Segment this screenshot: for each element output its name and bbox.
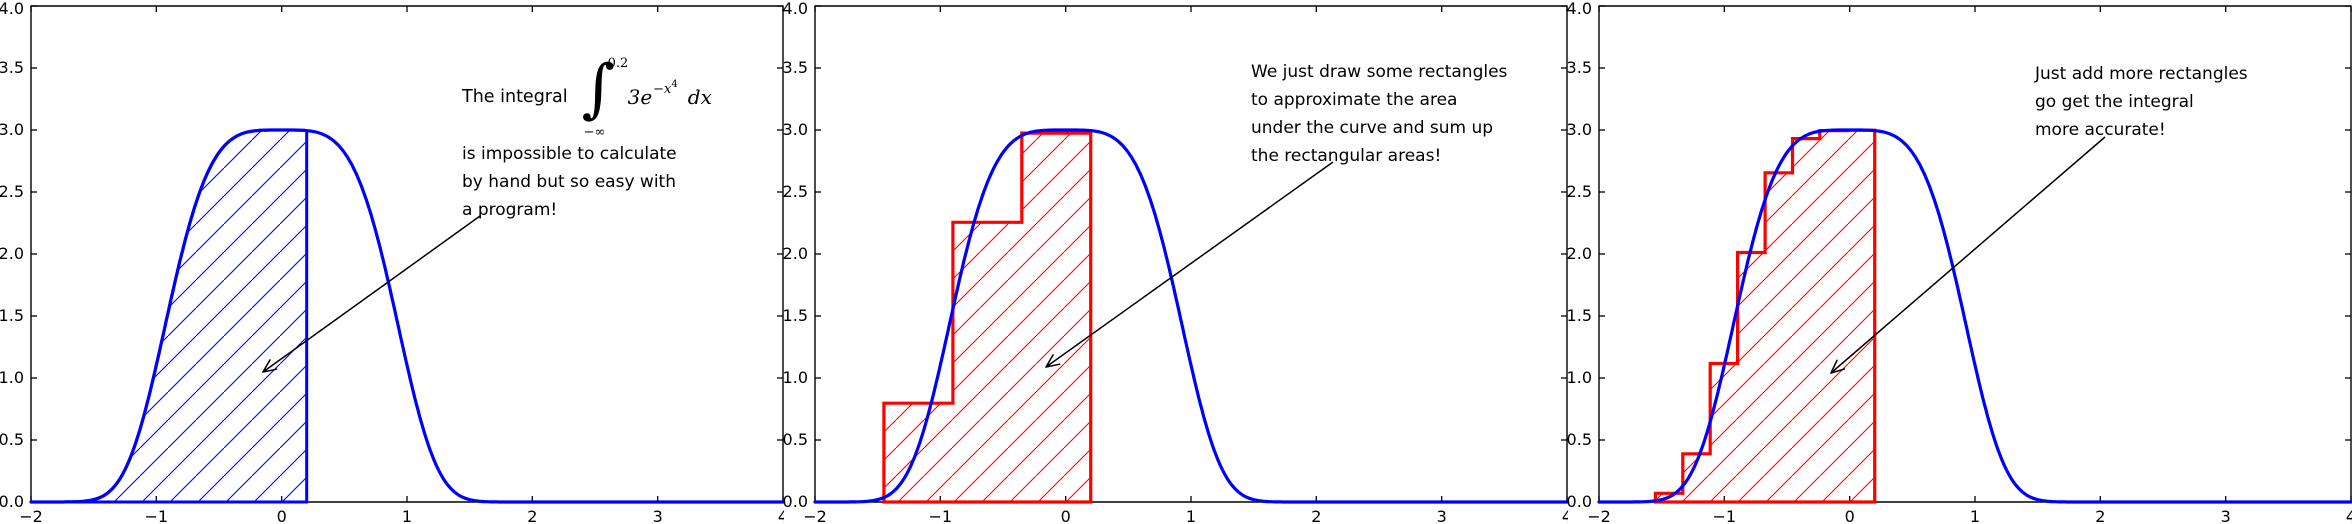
annotation-line: by hand but so easy with: [462, 172, 676, 192]
y-tick-label: 1.5: [0, 306, 24, 325]
differential-dx: dx: [687, 85, 712, 109]
y-tick-label: 0.0: [0, 492, 24, 511]
x-tick-label: 2: [527, 507, 537, 524]
integral-glyph: ∫: [581, 52, 615, 126]
annotation-line: to approximate the area: [1251, 90, 1458, 110]
function-curve: [813, 128, 1569, 504]
y-tick-label: 3.0: [0, 120, 24, 139]
annotation-arrow: [1830, 136, 2106, 374]
y-tick-label: 1.5: [1567, 306, 1592, 325]
integrand-exponent: −x: [653, 82, 672, 97]
tick-labels: −2 −1 0 1 2 3 4 0.0 0.5 1.0 1.5 2.0 2.5 3.0 3.5 4.0: [0, 0, 788, 524]
y-tick-label: 2.5: [0, 182, 24, 201]
y-tick-label: 3.0: [783, 120, 808, 139]
y-tick-label: 3.5: [0, 58, 24, 77]
y-tick-label: 3.5: [1567, 58, 1592, 77]
integral-sign: ∫ 0.2 −∞: [580, 52, 629, 140]
y-tick-label: 3.0: [1567, 120, 1592, 139]
annotation-line: under the curve and sum up: [1251, 118, 1494, 138]
plot-eight-rectangles: −2 −1 0 1 2 3 4 0.0 0.5 1.0 1.5 2.0 2.5 3.0 3.5 4.0: [1567, 0, 2352, 524]
x-tick-label: 4: [2346, 507, 2352, 524]
annotation-line: the rectangular areas!: [1251, 146, 1442, 166]
x-tick-label: −1: [145, 507, 169, 524]
y-tick-label: 0.0: [1567, 492, 1592, 511]
y-tick-label: 2.5: [783, 182, 808, 201]
annotation-text: We just draw some rectangles to approxim…: [1251, 58, 1507, 170]
y-tick-label: 0.5: [783, 430, 808, 449]
x-tick-label: −2: [1587, 507, 1611, 524]
annotation-line: We just draw some rectangles: [1251, 62, 1508, 82]
y-tick-label: 4.0: [0, 0, 24, 18]
y-tick-label: 2.0: [1567, 244, 1592, 263]
y-tick-label: 0.5: [0, 430, 24, 449]
x-tick-label: −1: [1713, 507, 1737, 524]
x-tick-label: 2: [2095, 507, 2105, 524]
subplot-eight-rectangles: −2 −1 0 1 2 3 4 0.0 0.5 1.0 1.5 2.0 2.5 3.0 3.5 4.0 Jus…: [1567, 0, 2352, 524]
integrand-exponent-power: 4: [671, 79, 678, 90]
x-tick-label: 0: [1845, 507, 1855, 524]
y-tick-label: 1.5: [783, 306, 808, 325]
y-tick-label: 1.0: [1567, 368, 1592, 387]
tick-labels: −2 −1 0 1 2 3 4 0.0 0.5 1.0 1.5 2.0 2.5 3.0 3.5 4.0: [1567, 0, 2352, 524]
x-tick-label: 3: [1437, 507, 1447, 524]
x-tick-label: 3: [2221, 507, 2231, 524]
x-tick-label: −2: [803, 507, 827, 524]
integrand: 3e−x4 dx: [627, 79, 712, 109]
shaded-region: [882, 131, 1093, 504]
x-tick-label: 4: [778, 507, 788, 524]
x-tick-label: 3: [653, 507, 663, 524]
plot-three-rectangles: −2 −1 0 1 2 3 4 0.0 0.5 1.0 1.5 2.0 2.5 3.0 3.5 4.0: [783, 0, 1573, 524]
shaded-region: [1653, 128, 1877, 504]
y-tick-label: 4.0: [783, 0, 808, 18]
annotation-line: a program!: [462, 200, 558, 220]
annotation-eight-rectangles: Just add more rectangles go get the inte…: [2035, 60, 2248, 144]
y-tick-label: 1.0: [0, 368, 24, 387]
x-tick-label: 1: [1186, 507, 1196, 524]
annotation-arrow: [262, 215, 481, 373]
y-tick-label: 2.0: [0, 244, 24, 263]
x-tick-label: 2: [1311, 507, 1321, 524]
annotation-line: more accurate!: [2035, 120, 2166, 140]
formula-prefix-text: The integral: [462, 87, 568, 107]
x-tick-label: 4: [1562, 507, 1572, 524]
annotation-exact-area: The integral ∫ 0.2 −∞ 3e−x4 dx is impossi…: [462, 52, 712, 224]
integrand-coefficient: 3e: [627, 85, 653, 109]
x-tick-label: 1: [1970, 507, 1980, 524]
y-tick-label: 2.5: [1567, 182, 1592, 201]
tick-labels: −2 −1 0 1 2 3 4 0.0 0.5 1.0 1.5 2.0 2.5 3.0 3.5 4.0: [783, 0, 1573, 524]
annotation-three-rectangles: We just draw some rectangles to approxim…: [1251, 58, 1507, 170]
y-tick-label: 2.0: [783, 244, 808, 263]
x-tick-label: −1: [929, 507, 953, 524]
annotation-line: Just add more rectangles: [2035, 64, 2248, 84]
plot-exact-area: −2 −1 0 1 2 3 4 0.0 0.5 1.0 1.5 2.0 2.5 3.0 3.5 4.0: [0, 0, 788, 524]
y-tick-label: 4.0: [1567, 0, 1592, 18]
integral-upper-limit: 0.2: [607, 56, 629, 71]
integral-formula: The integral ∫ 0.2 −∞ 3e−x4 dx: [462, 52, 712, 140]
annotation-arrow: [1045, 161, 1334, 368]
x-tick-label: −2: [19, 507, 43, 524]
x-tick-label: 0: [1061, 507, 1071, 524]
y-tick-label: 0.0: [783, 492, 808, 511]
annotation-line: go get the integral: [2035, 92, 2194, 112]
subplot-exact-area: −2 −1 0 1 2 3 4 0.0 0.5 1.0 1.5 2.0 2.5 3.0 3.5 4.0 The…: [0, 0, 788, 524]
x-tick-label: 0: [277, 507, 287, 524]
annotation-text: Just add more rectangles go get the inte…: [2035, 60, 2248, 144]
annotation-line: is impossible to calculate: [462, 144, 677, 164]
x-tick-label: 1: [402, 507, 412, 524]
subplot-three-rectangles: −2 −1 0 1 2 3 4 0.0 0.5 1.0 1.5 2.0 2.5 3.0 3.5 4.0 We …: [783, 0, 1573, 524]
y-tick-label: 3.5: [783, 58, 808, 77]
y-tick-label: 1.0: [783, 368, 808, 387]
annotation-text: is impossible to calculate by hand but s…: [462, 140, 712, 224]
function-curve: [29, 128, 785, 504]
integral-lower-limit: −∞: [583, 125, 606, 140]
function-curve: [1597, 128, 2352, 504]
y-tick-label: 0.5: [1567, 430, 1592, 449]
